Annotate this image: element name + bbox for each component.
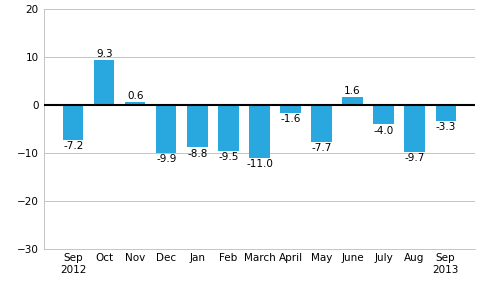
Text: -8.8: -8.8 — [187, 149, 207, 159]
Bar — [63, 105, 83, 140]
Bar — [249, 105, 269, 158]
Text: 0.6: 0.6 — [127, 91, 143, 101]
Text: 1.6: 1.6 — [344, 86, 360, 96]
Bar — [156, 105, 176, 152]
Bar — [187, 105, 207, 147]
Bar — [311, 105, 331, 142]
Text: -3.3: -3.3 — [435, 122, 455, 132]
Text: 9.3: 9.3 — [96, 49, 112, 59]
Text: -7.7: -7.7 — [311, 143, 331, 153]
Bar — [280, 105, 300, 113]
Bar — [342, 97, 362, 105]
Text: -9.5: -9.5 — [218, 152, 238, 162]
Bar — [373, 105, 393, 124]
Bar — [94, 60, 114, 105]
Text: -4.0: -4.0 — [373, 126, 393, 136]
Text: -9.9: -9.9 — [156, 154, 176, 164]
Text: -9.7: -9.7 — [404, 153, 424, 163]
Bar — [218, 105, 238, 151]
Bar — [404, 105, 424, 152]
Text: -7.2: -7.2 — [63, 141, 83, 151]
Bar — [435, 105, 455, 121]
Text: -1.6: -1.6 — [280, 114, 300, 124]
Text: -11.0: -11.0 — [245, 159, 272, 169]
Bar — [125, 102, 145, 105]
